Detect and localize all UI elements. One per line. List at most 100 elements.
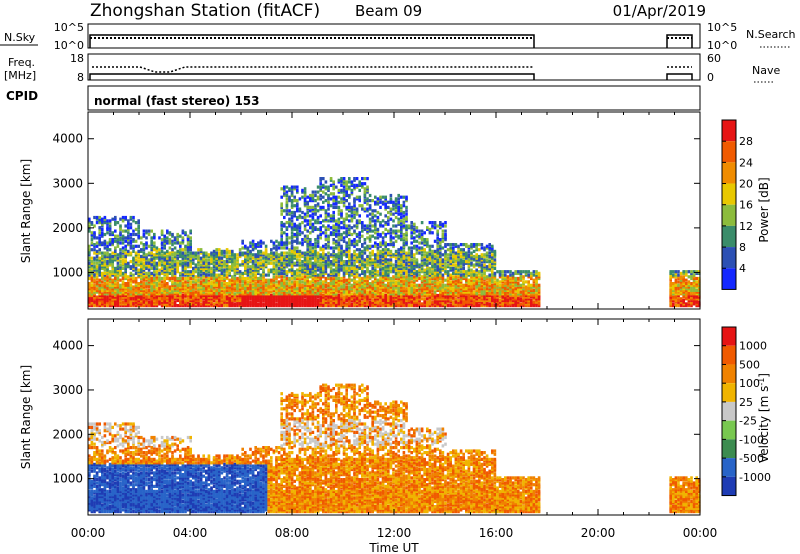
heat-cell xyxy=(319,226,322,230)
heat-cell xyxy=(431,231,434,235)
heat-cell xyxy=(181,268,185,272)
heat-cell xyxy=(205,254,208,259)
heat-cell xyxy=(142,298,146,303)
heat-cell xyxy=(147,288,151,292)
heat-cell xyxy=(210,297,213,301)
heat-cell xyxy=(293,261,296,265)
heat-cell xyxy=(179,276,182,281)
heat-cell xyxy=(153,261,156,265)
heat-cell xyxy=(145,263,148,267)
heat-cell xyxy=(319,205,322,209)
heat-cell xyxy=(145,266,148,270)
heat-cell xyxy=(189,256,192,260)
heat-cell xyxy=(311,246,315,250)
heat-cell xyxy=(163,244,166,248)
heat-cell xyxy=(184,261,187,265)
heat-cell xyxy=(288,251,291,255)
heat-cell xyxy=(202,280,205,284)
heat-cell xyxy=(106,265,109,269)
heat-cell xyxy=(98,256,101,260)
heat-cell xyxy=(140,265,143,269)
heat-cell xyxy=(316,190,320,194)
heat-cell xyxy=(413,271,416,275)
heat-cell xyxy=(129,278,133,282)
heat-cell xyxy=(319,197,322,201)
heat-cell xyxy=(132,297,135,301)
heat-cell xyxy=(348,202,351,206)
heat-cell xyxy=(350,292,354,296)
heat-cell xyxy=(394,229,398,233)
heat-cell xyxy=(90,271,94,275)
heat-cell xyxy=(212,278,216,282)
heat-cell xyxy=(150,258,153,262)
heat-cell xyxy=(142,283,146,287)
heat-cell xyxy=(137,300,140,304)
heat-cell xyxy=(181,253,185,257)
heat-cell xyxy=(171,275,174,279)
heat-cell xyxy=(199,285,203,289)
heat-cell xyxy=(111,273,114,277)
heat-cell xyxy=(327,185,330,189)
heat-cell xyxy=(381,271,385,275)
heat-cell xyxy=(366,254,369,259)
heat-cell xyxy=(181,266,185,270)
heat-cell xyxy=(348,246,351,250)
heat-cell xyxy=(103,271,107,275)
heat-cell xyxy=(244,244,247,248)
heat-cell xyxy=(400,195,403,199)
heat-cell xyxy=(103,221,107,225)
heat-cell xyxy=(186,297,190,301)
heat-cell xyxy=(394,215,398,220)
heat-cell xyxy=(142,285,146,289)
heat-cell xyxy=(400,209,403,213)
heat-cell xyxy=(205,285,208,289)
heat-cell xyxy=(280,238,283,242)
heat-cell xyxy=(257,241,260,245)
heat-cell xyxy=(121,302,125,306)
heat-cell xyxy=(124,298,127,303)
heat-cell xyxy=(142,278,146,282)
heat-cell xyxy=(160,229,164,233)
heat-cell xyxy=(103,297,107,301)
heat-cell xyxy=(116,282,120,286)
heat-cell xyxy=(405,212,408,216)
heat-cell xyxy=(129,244,133,248)
heat-cell xyxy=(147,253,151,257)
heat-cell xyxy=(199,263,203,267)
heat-cell xyxy=(186,276,190,281)
heat-cell xyxy=(212,293,216,298)
heat-cell xyxy=(283,215,286,220)
heat-cell xyxy=(145,229,148,233)
heat-cell xyxy=(140,297,143,301)
heat-cell xyxy=(212,273,216,277)
heat-cell xyxy=(309,219,312,223)
heat-cell xyxy=(168,256,172,260)
heat-cell xyxy=(176,304,179,308)
heat-cell xyxy=(145,273,148,277)
heat-cell xyxy=(116,273,120,277)
heat-cell xyxy=(160,298,164,303)
heat-cell xyxy=(155,302,159,306)
heat-cell xyxy=(368,251,372,255)
heat-cell xyxy=(171,260,174,264)
heat-cell xyxy=(90,300,94,304)
heat-cell xyxy=(150,263,153,267)
heat-cell xyxy=(192,292,195,296)
heat-cell xyxy=(342,295,346,299)
heat-cell xyxy=(95,241,99,245)
heat-cell xyxy=(140,292,143,296)
heat-cell xyxy=(166,258,169,262)
heat-cell xyxy=(127,251,130,255)
heat-cell xyxy=(413,256,416,260)
heat-cell xyxy=(337,229,341,233)
heat-cell xyxy=(129,226,133,230)
heat-cell xyxy=(415,248,419,252)
heat-cell xyxy=(95,253,99,257)
heat-cell xyxy=(181,258,185,262)
heat-cell xyxy=(106,290,109,294)
heat-cell xyxy=(119,232,122,237)
heat-cell xyxy=(134,287,138,291)
heat-cell xyxy=(212,287,216,291)
heat-cell xyxy=(160,241,164,245)
heat-cell xyxy=(340,188,343,192)
